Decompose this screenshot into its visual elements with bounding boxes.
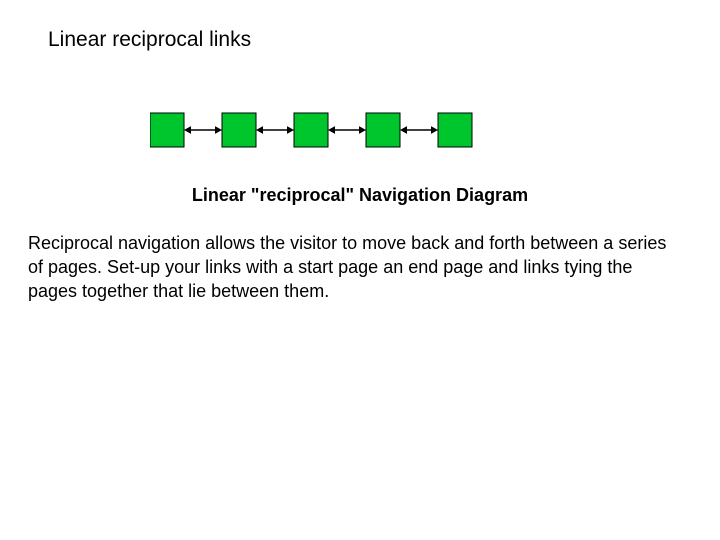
- page: Linear reciprocal links Linear "reciproc…: [0, 0, 720, 540]
- reciprocal-diagram: [150, 105, 510, 155]
- page-title: Linear reciprocal links: [48, 28, 251, 52]
- diagram-caption: Linear "reciprocal" Navigation Diagram: [0, 185, 720, 206]
- diagram-svg: [150, 105, 510, 155]
- body-paragraph: Reciprocal navigation allows the visitor…: [28, 232, 668, 303]
